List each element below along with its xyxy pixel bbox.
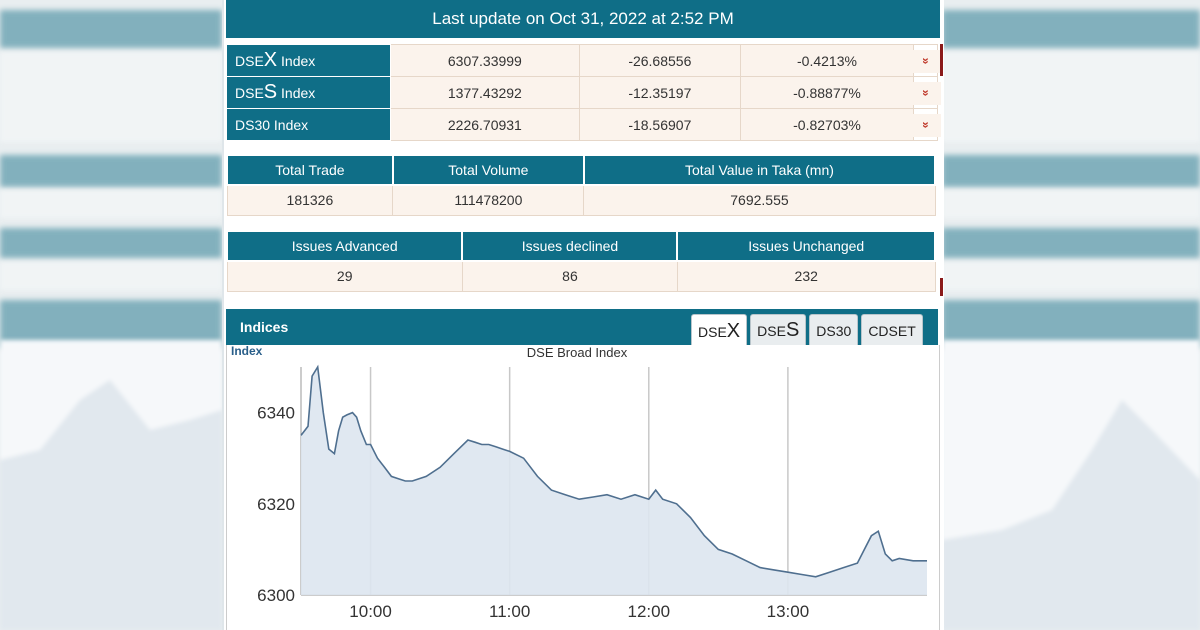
tab-dses[interactable]: DSE S — [750, 314, 807, 346]
total-volume-header: Total Volume — [391, 154, 585, 186]
x-tick-label: 12:00 — [628, 602, 671, 621]
background-left — [0, 0, 222, 630]
issues-unchanged-value: 232 — [676, 260, 936, 292]
total-value-value: 7692.555 — [583, 184, 936, 216]
index-tabs: DSE X DSE S DS30 CDSET — [691, 314, 923, 348]
index-value: 6307.33999 — [390, 44, 580, 77]
index-name-ds30[interactable]: DS30 Index — [226, 108, 391, 141]
x-tick-label: 10:00 — [349, 602, 392, 621]
table-row: DS30 Index 2226.70931 -18.56907 -0.82703… — [226, 108, 942, 141]
total-trade-value: 181326 — [226, 184, 394, 216]
y-tick-label: 6320 — [257, 495, 295, 514]
background-right — [942, 0, 1200, 630]
tab-cdset[interactable]: CDSET — [861, 314, 923, 346]
index-percent: -0.4213% — [739, 44, 915, 77]
index-change: -12.35197 — [578, 76, 741, 109]
dse-broad-index-chart: Index DSE Broad Index 10:00 11:00 12:00 13:… — [231, 344, 927, 621]
issues-advanced-header: Issues Advanced — [225, 230, 464, 262]
down-arrow-icon: » — [909, 112, 942, 137]
issues-unchanged-header: Issues Unchanged — [676, 230, 936, 262]
index-chart-area: Index DSE Broad Index 10:00 11:00 12:00 13:… — [226, 344, 940, 630]
table-row: DSEX Index 6307.33999 -26.68556 -0.4213%… — [226, 44, 942, 77]
index-percent: -0.88877% — [739, 76, 915, 109]
index-percent: -0.82703% — [739, 108, 915, 141]
table-row: 181326 111478200 7692.555 — [226, 184, 936, 216]
down-arrow-icon: » — [909, 48, 942, 73]
y-tick-label: 6340 — [257, 404, 295, 423]
index-value: 2226.70931 — [390, 108, 580, 141]
tab-dsex[interactable]: DSE X — [691, 314, 748, 348]
chart-title: DSE Broad Index — [527, 345, 628, 360]
total-volume-value: 111478200 — [392, 184, 585, 216]
issues-declined-value: 86 — [461, 260, 678, 292]
table-row: 29 86 232 — [226, 260, 936, 292]
index-change: -18.56907 — [578, 108, 741, 141]
right-edge-marker — [940, 44, 943, 76]
index-value: 1377.43292 — [390, 76, 580, 109]
x-tick-label: 11:00 — [489, 602, 530, 621]
x-tick-label: 13:00 — [767, 602, 810, 621]
index-change: -26.68556 — [578, 44, 741, 77]
index-table: DSEX Index 6307.33999 -26.68556 -0.4213%… — [226, 44, 942, 141]
right-edge-marker — [940, 278, 943, 296]
issues-advanced-value: 29 — [226, 260, 463, 292]
y-tick-label: 6300 — [257, 586, 295, 605]
tab-ds30[interactable]: DS30 — [809, 314, 859, 346]
trade-stats-table: Total Trade Total Volume Total Value in … — [226, 154, 937, 216]
market-summary-panel: Last update on Oct 31, 2022 at 2:52 PM D… — [224, 0, 944, 630]
issue-stats-table: Issues Advanced Issues declined Issues U… — [225, 230, 936, 292]
y-axis-label: Index — [231, 345, 263, 358]
index-area — [301, 367, 927, 595]
index-name-dsex[interactable]: DSEX Index — [226, 44, 391, 77]
last-update-banner: Last update on Oct 31, 2022 at 2:52 PM — [226, 0, 940, 38]
table-row: DSES Index 1377.43292 -12.35197 -0.88877… — [226, 76, 942, 109]
down-arrow-icon: » — [909, 80, 942, 105]
issues-declined-header: Issues declined — [461, 230, 679, 262]
total-value-header: Total Value in Taka (mn) — [582, 154, 937, 186]
total-trade-header: Total Trade — [226, 154, 394, 186]
index-name-dses[interactable]: DSES Index — [226, 76, 391, 109]
index-line — [300, 364, 927, 578]
